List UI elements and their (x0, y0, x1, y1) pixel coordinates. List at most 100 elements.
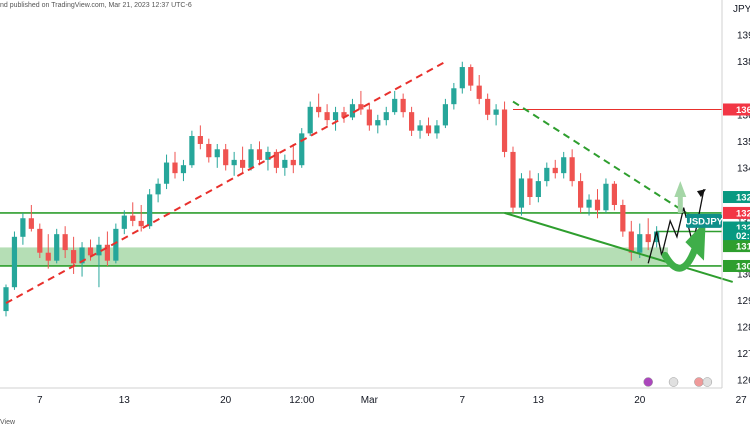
candle-body (28, 218, 34, 229)
x-tick-label: 7 (460, 395, 466, 406)
currency-unit: JPY (733, 4, 750, 15)
y-tick-label: 134 (737, 163, 750, 174)
y-tick-label: 130 (737, 269, 750, 280)
candle-body (341, 112, 347, 118)
candle-body (434, 125, 440, 134)
candle-body (544, 167, 550, 182)
price-label-text: 02:5 (736, 231, 750, 242)
candle-body (104, 244, 110, 261)
candle-body (620, 204, 626, 232)
candle-body (121, 215, 127, 229)
candle-body (20, 218, 26, 237)
candle-body (358, 104, 364, 110)
candle-body (206, 143, 212, 158)
symbol-tag-text: USDJPY (685, 216, 724, 227)
candle-body (383, 112, 389, 121)
x-tick-label: 27 (736, 395, 748, 406)
candle-body (451, 88, 457, 105)
candle-body (400, 98, 406, 113)
price-label-text: 136 (736, 105, 750, 116)
candle-body (172, 162, 178, 174)
candle-body (586, 199, 592, 208)
candle-body (366, 109, 372, 126)
candle-body (485, 98, 491, 115)
y-tick-label: 139 (737, 31, 750, 42)
candle-body (654, 231, 660, 243)
y-tick-label: 127 (737, 349, 750, 360)
candle-body (561, 157, 567, 174)
candle-body (96, 244, 102, 256)
y-tick-label: 126 (737, 376, 750, 387)
candle-body (493, 109, 499, 115)
calendar-icon (694, 377, 704, 387)
x-tick-label: Mar (361, 395, 379, 406)
candle-body (578, 181, 584, 208)
candle-body (594, 199, 601, 211)
candle-body (231, 159, 237, 166)
candle-body (375, 120, 381, 126)
candle-body (459, 67, 465, 89)
x-tick-label: 12:00 (289, 395, 314, 406)
x-tick-label: 13 (119, 395, 131, 406)
price-label-text: 131 (736, 242, 750, 253)
candle-body (535, 181, 541, 198)
up-arrow-head (674, 181, 687, 198)
candle-body (87, 247, 94, 256)
candle-body (256, 149, 263, 160)
candle-body (527, 178, 533, 198)
candle-body (468, 67, 474, 86)
candle-body (248, 149, 254, 168)
candle-body (54, 234, 60, 261)
candle-body (510, 151, 516, 208)
candle-body (332, 112, 339, 121)
candle-body (392, 98, 398, 113)
candle-body (417, 125, 423, 131)
price-label (723, 240, 750, 253)
candle-body (155, 183, 161, 195)
candle-body (603, 183, 609, 211)
candle-body (240, 159, 246, 168)
candle-body (62, 234, 68, 251)
candle-body (265, 151, 271, 160)
candle-body (113, 228, 119, 261)
up-arrow-shaft (677, 197, 683, 213)
publisher-caption: nd published on TradingView.com, Mar 21,… (0, 2, 192, 9)
x-tick-label: 13 (533, 395, 545, 406)
candle-body (273, 151, 279, 168)
candle-body (425, 125, 432, 134)
candle-body (409, 112, 415, 131)
candle-body (637, 234, 643, 253)
candle-body (37, 228, 43, 253)
y-tick-label: 136 (737, 110, 750, 121)
candle-body (442, 104, 448, 126)
x-tick-label: 20 (220, 395, 232, 406)
candle-body (197, 136, 203, 144)
x-tick-label: 20 (634, 395, 646, 406)
candle-body (71, 250, 77, 264)
candle-body (349, 104, 356, 118)
y-tick-label: 128 (737, 322, 750, 333)
candle-body (569, 157, 575, 182)
price-label-text: 132 (736, 193, 750, 204)
price-label-text: 130 (736, 261, 750, 272)
y-tick-label: 129 (737, 296, 750, 307)
candle-body (316, 106, 322, 113)
symbol-tag (686, 213, 722, 228)
bounce-arrow (661, 243, 700, 272)
lightning-icon (643, 377, 653, 387)
candle-body (223, 149, 229, 166)
candle-body (552, 167, 558, 174)
y-tick-label: 135 (737, 137, 750, 148)
candle-body (214, 149, 220, 158)
y-tick-label: 138 (737, 57, 750, 68)
us-flag-icon (702, 377, 713, 387)
candle-body (189, 136, 195, 166)
rising-trendline (5, 60, 446, 304)
candle-body (3, 287, 9, 312)
wedge-lower-line (504, 211, 733, 283)
candles (3, 61, 660, 317)
price-label (723, 103, 750, 116)
candle-body (79, 247, 85, 264)
